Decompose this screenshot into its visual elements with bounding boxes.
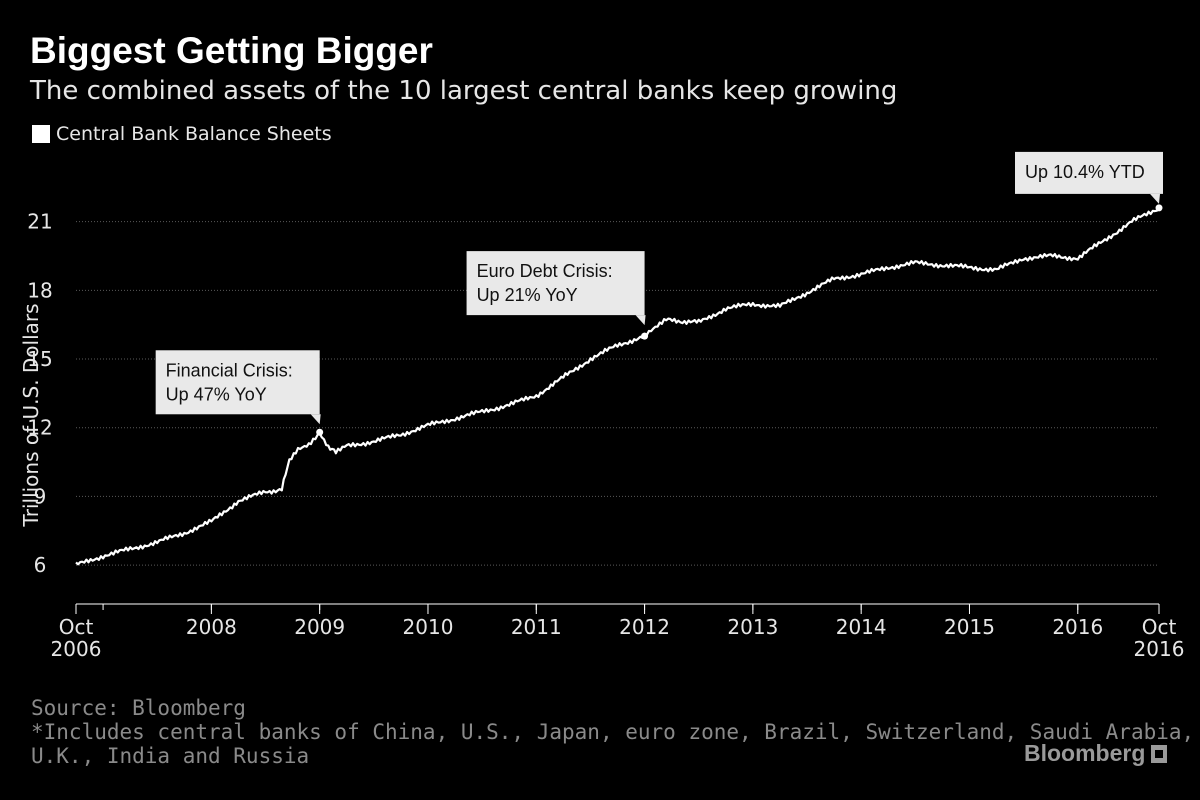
source-text: Source: Bloomberg (31, 696, 246, 720)
footnote-line-1: *Includes central banks of China, U.S., … (31, 720, 1195, 744)
annotation-dot (1155, 204, 1163, 212)
x-tick-label: 2012 (619, 615, 670, 639)
series-line (75, 207, 1160, 566)
y-tick-label: 18 (27, 278, 52, 302)
y-tick-label: 15 (27, 347, 52, 371)
chart-subtitle: The combined assets of the 10 largest ce… (30, 76, 898, 106)
annotation-text: Euro Debt Crisis: (477, 261, 613, 281)
legend: Central Bank Balance Sheets (32, 123, 332, 145)
annotation-pointer (1150, 193, 1160, 204)
chart-title: Biggest Getting Bigger (30, 30, 433, 71)
y-tick-label: 21 (27, 210, 52, 234)
x-tick-label: Oct (59, 615, 94, 639)
x-tick-label: 2014 (836, 615, 887, 639)
x-tick-label: 2009 (294, 615, 345, 639)
y-tick-label: 6 (34, 553, 47, 577)
legend-label: Central Bank Balance Sheets (56, 123, 332, 145)
x-tick-label: 2006 (51, 637, 102, 661)
annotation-box (1015, 151, 1163, 194)
footnote-line-2: U.K., India and Russia (31, 744, 310, 768)
annotation-text: Up 10.4% YTD (1025, 162, 1145, 182)
annotation-dot (641, 332, 649, 340)
annotation-text: Up 47% YoY (166, 384, 267, 404)
y-tick-label: 12 (27, 416, 52, 440)
x-tick-label: 2013 (727, 615, 778, 639)
x-tick-label: 2011 (511, 615, 562, 639)
annotation-text: Up 21% YoY (477, 285, 578, 305)
annotation-pointer (635, 315, 646, 326)
source-notes: Source: Bloomberg *Includes central bank… (31, 696, 1194, 768)
x-tick-label: 2008 (186, 615, 237, 639)
y-tick-label: 9 (34, 484, 47, 508)
bloomberg-mark-icon (1151, 744, 1168, 763)
annotation-text: Financial Crisis: (166, 360, 293, 380)
y-axis-label: Trillions of U.S. Dollars (19, 303, 43, 527)
annotation-pointer (310, 414, 321, 425)
x-tick-label: Oct (1142, 615, 1177, 639)
legend-swatch (32, 125, 50, 143)
x-tick-label: 2015 (944, 615, 995, 639)
x-tick-label: 2010 (403, 615, 454, 639)
bloomberg-logo: Bloomberg (1024, 740, 1168, 767)
annotation-dot (316, 428, 324, 436)
x-tick-label: 2016 (1052, 615, 1103, 639)
brand-name: Bloomberg (1024, 740, 1146, 766)
x-tick-label: 2016 (1134, 637, 1185, 661)
annotation-box (466, 251, 645, 316)
annotation-box (155, 350, 320, 415)
